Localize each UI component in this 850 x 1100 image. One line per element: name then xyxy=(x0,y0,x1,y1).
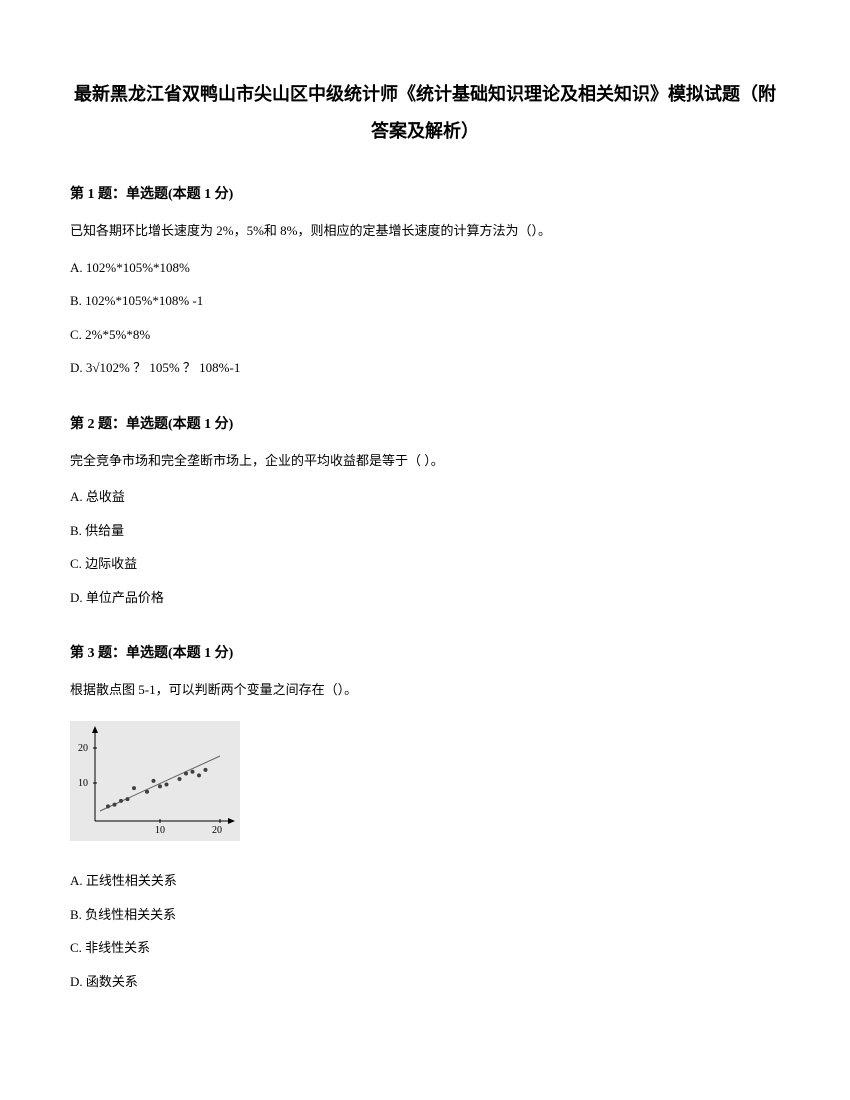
q3-option-a: A. 正线性相关关系 xyxy=(70,871,780,891)
question-2: 第 2 题：单选题(本题 1 分) 完全竞争市场和完全垄断市场上，企业的平均收益… xyxy=(70,413,780,608)
q2-text: 完全竞争市场和完全垄断市场上，企业的平均收益都是等于（ ）。 xyxy=(70,451,780,472)
q1-option-d: D. 3√102% ？ 105% ？ 108%-1 xyxy=(70,358,780,378)
question-3: 第 3 题：单选题(本题 1 分) 根据散点图 5-1，可以判断两个变量之间存在… xyxy=(70,642,780,991)
q3-text: 根据散点图 5-1，可以判断两个变量之间存在（）。 xyxy=(70,680,780,701)
svg-text:10: 10 xyxy=(155,825,165,836)
q1-option-c: C. 2%*5%*8% xyxy=(70,325,780,345)
q2-option-c: C. 边际收益 xyxy=(70,554,780,574)
sub-title: 答案及解析） xyxy=(70,117,780,143)
question-1: 第 1 题：单选题(本题 1 分) 已知各期环比增长速度为 2%，5%和 8%，… xyxy=(70,183,780,378)
q3-option-c: C. 非线性关系 xyxy=(70,938,780,958)
svg-text:10: 10 xyxy=(78,778,88,789)
q2-header: 第 2 题：单选题(本题 1 分) xyxy=(70,413,780,433)
main-title: 最新黑龙江省双鸭山市尖山区中级统计师《统计基础知识理论及相关知识》模拟试题（附 xyxy=(70,80,780,109)
q2-option-b: B. 供给量 xyxy=(70,521,780,541)
q2-option-d: D. 单位产品价格 xyxy=(70,588,780,608)
q1-option-a: A. 102%*105%*108% xyxy=(70,258,780,278)
q1-header: 第 1 题：单选题(本题 1 分) xyxy=(70,183,780,203)
q3-option-b: B. 负线性相关关系 xyxy=(70,905,780,925)
scatter-plot: 20 10 10 20 xyxy=(70,721,240,841)
q1-text: 已知各期环比增长速度为 2%，5%和 8%，则相应的定基增长速度的计算方法为（）… xyxy=(70,221,780,242)
q3-header: 第 3 题：单选题(本题 1 分) xyxy=(70,642,780,662)
q1-option-b: B. 102%*105%*108% -1 xyxy=(70,291,780,311)
q3-option-d: D. 函数关系 xyxy=(70,972,780,992)
svg-text:20: 20 xyxy=(212,825,222,836)
svg-text:20: 20 xyxy=(78,743,88,754)
q2-option-a: A. 总收益 xyxy=(70,487,780,507)
